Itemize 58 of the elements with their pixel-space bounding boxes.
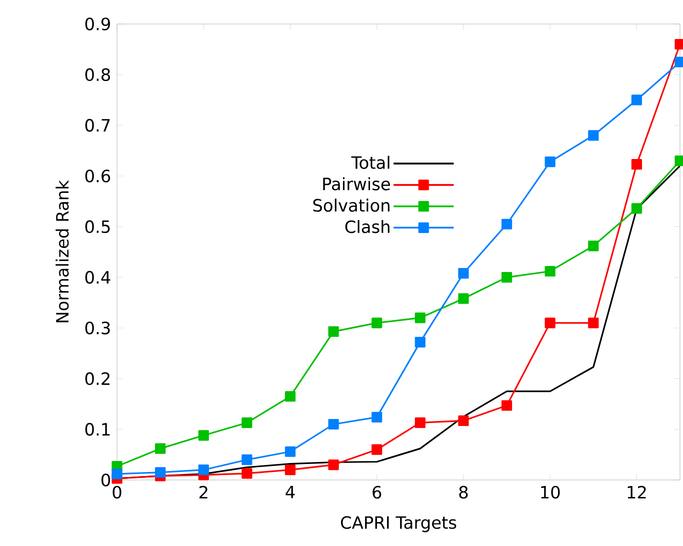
y-tick-label: 0 <box>101 474 110 486</box>
y-tick-label: 0.1 <box>85 422 110 436</box>
x-tick-label: 12 <box>628 486 646 498</box>
legend-label: Total <box>351 156 390 169</box>
point <box>414 417 426 428</box>
point <box>328 418 339 430</box>
y-tick-label: 0.9 <box>85 18 110 30</box>
point <box>242 417 252 428</box>
x-tick-label: 0 <box>112 486 122 499</box>
y-tick-label: 0.5 <box>85 220 110 234</box>
point <box>501 272 512 283</box>
y-tick-label: 0.4 <box>85 270 110 284</box>
point <box>284 446 296 457</box>
point <box>588 318 599 328</box>
point <box>414 336 426 348</box>
legend-label: Pairwise <box>323 177 390 190</box>
point <box>155 467 166 478</box>
point <box>458 268 469 279</box>
point <box>242 454 252 466</box>
y-tick-label: 0.7 <box>85 118 110 132</box>
point <box>155 443 166 454</box>
point <box>458 415 469 426</box>
y-tick-label: 0.8 <box>85 68 110 82</box>
point <box>631 159 642 170</box>
x-tick-label: 8 <box>459 486 468 499</box>
x-tick-label: 4 <box>286 486 295 498</box>
point <box>414 312 426 324</box>
x-axis-title: CAPRI Targets <box>340 516 456 532</box>
point <box>631 94 642 106</box>
legend-label: Clash <box>345 220 390 234</box>
point <box>458 293 469 304</box>
point <box>588 130 599 141</box>
point <box>198 464 209 476</box>
x-tick-label: 6 <box>372 486 382 499</box>
point <box>588 240 599 252</box>
point <box>328 459 339 470</box>
point <box>544 266 556 277</box>
point <box>198 430 209 441</box>
point <box>544 318 556 328</box>
y-tick-label: 0.6 <box>85 170 110 182</box>
y-tick-label: 0.3 <box>85 322 110 334</box>
point <box>501 400 512 411</box>
point <box>501 218 512 230</box>
point <box>544 156 556 168</box>
point <box>284 464 296 476</box>
point <box>242 468 252 479</box>
point <box>284 391 296 402</box>
y-axis-title: Normalized Rank <box>56 180 69 322</box>
x-tick-label: 2 <box>199 486 208 498</box>
point <box>112 468 122 480</box>
point <box>328 326 339 337</box>
x-tick-label: 10 <box>541 486 560 499</box>
point <box>631 203 642 214</box>
point <box>372 318 382 328</box>
point <box>372 412 382 422</box>
legend-label: Solvation <box>313 198 390 212</box>
y-tick-label: 0.2 <box>85 372 110 386</box>
point <box>372 444 382 455</box>
